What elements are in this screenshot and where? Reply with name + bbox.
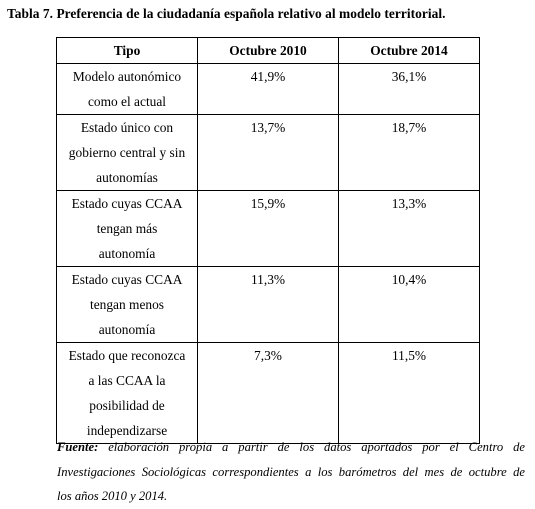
territorial-model-table: Tipo Octubre 2010 Octubre 2014 Modelo au… <box>56 37 480 444</box>
tipo-line: independizarse <box>86 423 168 438</box>
header-octubre-2014: Octubre 2014 <box>338 37 480 64</box>
tipo-line: autonomía <box>98 246 156 261</box>
tipo-cell: Estado cuyas CCAA tengan más autonomía <box>56 190 198 267</box>
tipo-line: autonomías <box>96 170 158 185</box>
tipo-line: Estado cuyas CCAA <box>71 272 183 287</box>
tipo-line: Modelo autonómico <box>72 69 182 84</box>
value-octubre-2010: 15,9% <box>197 190 339 267</box>
tipo-cell: Estado único con gobierno central y sin … <box>56 114 198 191</box>
table-row: Modelo autonómico como el actual 41,9% 3… <box>56 63 480 115</box>
source-text: elaboración propia a partir de los datos… <box>108 440 525 454</box>
value-octubre-2014: 13,3% <box>338 190 480 267</box>
table-row: Estado cuyas CCAA tengan menos autonomía… <box>56 266 480 343</box>
tipo-line: tengan menos <box>89 297 164 312</box>
value-octubre-2010: 41,9% <box>197 63 339 115</box>
source-line: Investigaciones Sociológicas correspondi… <box>57 464 525 479</box>
header-tipo: Tipo <box>56 37 198 64</box>
tipo-cell: Modelo autonómico como el actual <box>56 63 198 115</box>
tipo-line: Estado cuyas CCAA <box>71 196 183 211</box>
value-octubre-2014: 10,4% <box>338 266 480 343</box>
source-line: los años 2010 y 2014. <box>57 489 168 503</box>
table-row: Estado cuyas CCAA tengan más autonomía 1… <box>56 190 480 267</box>
source-label: Fuente: <box>57 440 99 454</box>
value-octubre-2010: 13,7% <box>197 114 339 191</box>
source-note: Fuente: elaboración propia a partir de l… <box>57 435 525 509</box>
value-octubre-2014: 11,5% <box>338 342 480 444</box>
source-line: Fuente: elaboración propia a partir de l… <box>57 435 525 460</box>
tipo-line: gobierno central y sin <box>68 145 186 160</box>
tipo-line: tengan más <box>96 221 158 236</box>
table-header-row: Tipo Octubre 2010 Octubre 2014 <box>56 37 480 64</box>
tipo-line: Estado único con <box>80 120 174 135</box>
tipo-line: autonomía <box>98 322 156 337</box>
value-octubre-2014: 36,1% <box>338 63 480 115</box>
header-octubre-2010: Octubre 2010 <box>197 37 339 64</box>
table-row: Estado único con gobierno central y sin … <box>56 114 480 191</box>
value-octubre-2010: 11,3% <box>197 266 339 343</box>
tipo-line: como el actual <box>87 94 167 109</box>
table-row: Estado que reconozca a las CCAA la posib… <box>56 342 480 444</box>
tipo-line: a las CCAA la <box>88 373 166 388</box>
tipo-cell: Estado cuyas CCAA tengan menos autonomía <box>56 266 198 343</box>
value-octubre-2010: 7,3% <box>197 342 339 444</box>
tipo-line: posibilidad de <box>89 398 165 413</box>
value-octubre-2014: 18,7% <box>338 114 480 191</box>
tipo-line: Estado que reconozca <box>68 348 186 363</box>
table-caption: Tabla 7. Preferencia de la ciudadanía es… <box>7 6 446 21</box>
tipo-cell: Estado que reconozca a las CCAA la posib… <box>56 342 198 444</box>
